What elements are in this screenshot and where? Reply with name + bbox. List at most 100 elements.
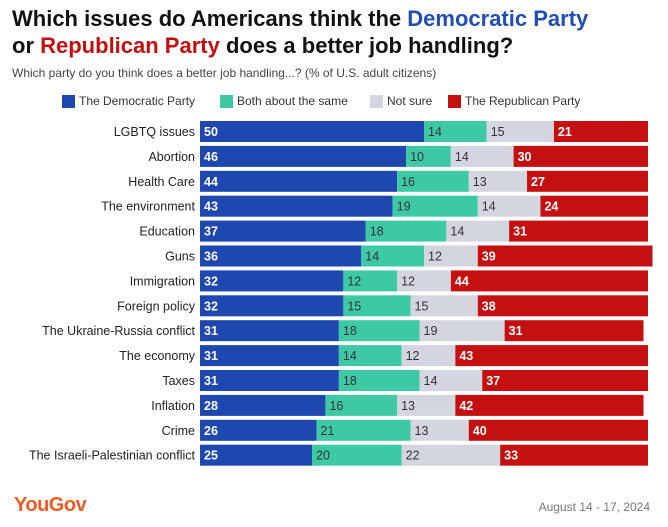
data-label-the-republican-party-inflation: 42 (459, 399, 473, 413)
bar-both-about-the-same-guns (361, 245, 424, 267)
legend-item-not-sure: Not sure (370, 94, 432, 108)
data-label-not-sure-guns: 12 (428, 250, 442, 264)
data-label-not-sure-abortion: 14 (455, 150, 469, 164)
bar-not-sure-the-ukraine-russia-conflict (419, 320, 505, 342)
stacked-bar-chart: LGBTQ issues 50 14 15 21 Abortion 46 10 14 30 Heal… (29, 121, 653, 466)
data-label-the-republican-party-taxes: 37 (486, 374, 500, 388)
bar-not-sure-the-environment (477, 195, 541, 217)
legend-label-not-sure: Not sure (387, 94, 433, 108)
category-label-abortion: Abortion (148, 150, 195, 164)
bar-the-republican-party-the-economy (455, 345, 648, 367)
bar-the-republican-party-the-environment (540, 195, 648, 217)
bar-the-republican-party-inflation (455, 394, 644, 416)
bar-the-republican-party-lgbtq-issues (553, 121, 648, 142)
bar-the-republican-party-immigration (450, 270, 648, 292)
title-part2: does a better job handling? (219, 33, 514, 58)
legend-swatch-republican (448, 94, 461, 108)
bar-the-republican-party-taxes (482, 370, 648, 391)
data-label-both-about-the-same-the-ukraine-russia-conflict: 18 (343, 324, 357, 338)
data-label-both-about-the-same-crime: 21 (320, 424, 334, 438)
data-label-the-democratic-party-the-israeli-palestinian-conflict: 25 (204, 449, 218, 463)
legend-label-republican: The Republican Party (465, 94, 581, 108)
bar-the-democratic-party-inflation (200, 394, 326, 416)
data-label-the-democratic-party-guns: 36 (204, 250, 218, 264)
category-label-immigration: Immigration (130, 274, 195, 288)
bar-not-sure-immigration (397, 270, 451, 292)
bar-the-democratic-party-the-israeli-palestinian-conflict (200, 444, 312, 466)
data-label-not-sure-the-israeli-palestinian-conflict: 22 (406, 449, 420, 463)
category-label-inflation: Inflation (151, 399, 195, 413)
data-label-the-democratic-party-health-care: 44 (204, 175, 218, 189)
bar-the-republican-party-guns (477, 245, 653, 267)
data-label-the-democratic-party-education: 37 (204, 225, 218, 239)
bar-the-republican-party-crime (468, 419, 648, 441)
data-label-the-democratic-party-taxes: 31 (204, 374, 218, 388)
bar-both-about-the-same-the-israeli-palestinian-conflict (312, 444, 402, 466)
data-label-the-democratic-party-the-environment: 43 (204, 200, 218, 214)
data-label-the-republican-party-the-ukraine-russia-conflict: 31 (509, 324, 523, 338)
chart-title: Which issues do Americans think the Demo… (12, 5, 662, 59)
category-label-foreign-policy: Foreign policy (117, 299, 196, 313)
legend-swatch-both (220, 94, 233, 108)
data-label-the-republican-party-abortion: 30 (518, 150, 532, 164)
bar-not-sure-lgbtq-issues (486, 121, 554, 142)
legend-item-republican: The Republican Party (448, 94, 580, 108)
data-label-both-about-the-same-health-care: 16 (401, 175, 415, 189)
bar-both-about-the-same-the-environment (392, 195, 478, 217)
bar-the-republican-party-health-care (527, 170, 648, 192)
data-label-both-about-the-same-guns: 14 (365, 250, 379, 264)
category-label-the-ukraine-russia-conflict: The Ukraine-Russia conflict (42, 324, 195, 338)
bar-the-democratic-party-immigration (200, 270, 344, 292)
bar-the-republican-party-the-ukraine-russia-conflict (504, 320, 644, 342)
data-label-the-republican-party-the-economy: 43 (459, 349, 473, 363)
data-label-the-democratic-party-immigration: 32 (204, 274, 218, 288)
bar-both-about-the-same-crime (316, 419, 411, 441)
data-label-not-sure-lgbtq-issues: 15 (491, 125, 505, 139)
title-or: or (12, 33, 41, 58)
data-label-not-sure-inflation: 13 (401, 399, 415, 413)
legend-swatch-democratic (62, 94, 75, 108)
category-label-lgbtq-issues: LGBTQ issues (114, 125, 195, 139)
bar-the-democratic-party-health-care (200, 170, 398, 192)
data-label-not-sure-health-care: 13 (473, 175, 487, 189)
data-label-not-sure-crime: 13 (415, 424, 429, 438)
bar-not-sure-the-economy (401, 345, 456, 367)
data-label-both-about-the-same-the-economy: 14 (343, 349, 357, 363)
data-label-both-about-the-same-abortion: 10 (410, 150, 424, 164)
data-label-not-sure-the-environment: 14 (482, 200, 496, 214)
data-label-the-republican-party-immigration: 44 (455, 274, 469, 288)
bar-both-about-the-same-lgbtq-issues (424, 121, 487, 142)
bar-both-about-the-same-health-care (397, 170, 469, 192)
data-label-not-sure-the-ukraine-russia-conflict: 19 (424, 324, 438, 338)
data-label-both-about-the-same-lgbtq-issues: 14 (428, 125, 442, 139)
data-label-not-sure-the-economy: 12 (406, 349, 420, 363)
category-label-taxes: Taxes (162, 374, 195, 388)
bar-both-about-the-same-foreign-policy (343, 295, 411, 317)
bar-the-democratic-party-guns (200, 245, 362, 267)
bar-the-democratic-party-abortion (200, 145, 407, 167)
bar-the-democratic-party-education (200, 220, 366, 242)
data-label-the-republican-party-crime: 40 (473, 424, 487, 438)
bar-both-about-the-same-taxes (338, 370, 420, 391)
data-label-both-about-the-same-education: 18 (370, 225, 384, 239)
category-label-guns: Guns (165, 250, 195, 264)
category-label-health-care: Health Care (128, 175, 195, 189)
survey-date: August 14 - 17, 2024 (538, 500, 650, 514)
bar-both-about-the-same-the-ukraine-russia-conflict (338, 320, 420, 342)
category-label-crime: Crime (162, 424, 195, 438)
legend-label-both: Both about the same (237, 94, 348, 108)
data-label-both-about-the-same-foreign-policy: 15 (347, 299, 361, 313)
chart-subtitle: Which party do you think does a better j… (12, 66, 437, 80)
bar-the-republican-party-abortion (513, 145, 648, 167)
bar-both-about-the-same-inflation (325, 394, 398, 416)
bar-the-republican-party-the-israeli-palestinian-conflict (500, 444, 648, 466)
title-republican-party: Republican Party (40, 33, 220, 58)
bar-not-sure-taxes (419, 370, 483, 391)
legend-item-democratic: The Democratic Party (62, 94, 195, 108)
bar-the-republican-party-education (509, 220, 648, 242)
data-label-the-democratic-party-foreign-policy: 32 (204, 299, 218, 313)
data-label-the-republican-party-health-care: 27 (531, 175, 545, 189)
data-label-the-democratic-party-the-ukraine-russia-conflict: 31 (204, 324, 218, 338)
category-label-the-israeli-palestinian-conflict: The Israeli-Palestinian conflict (29, 449, 196, 463)
data-label-the-democratic-party-lgbtq-issues: 50 (204, 125, 218, 139)
